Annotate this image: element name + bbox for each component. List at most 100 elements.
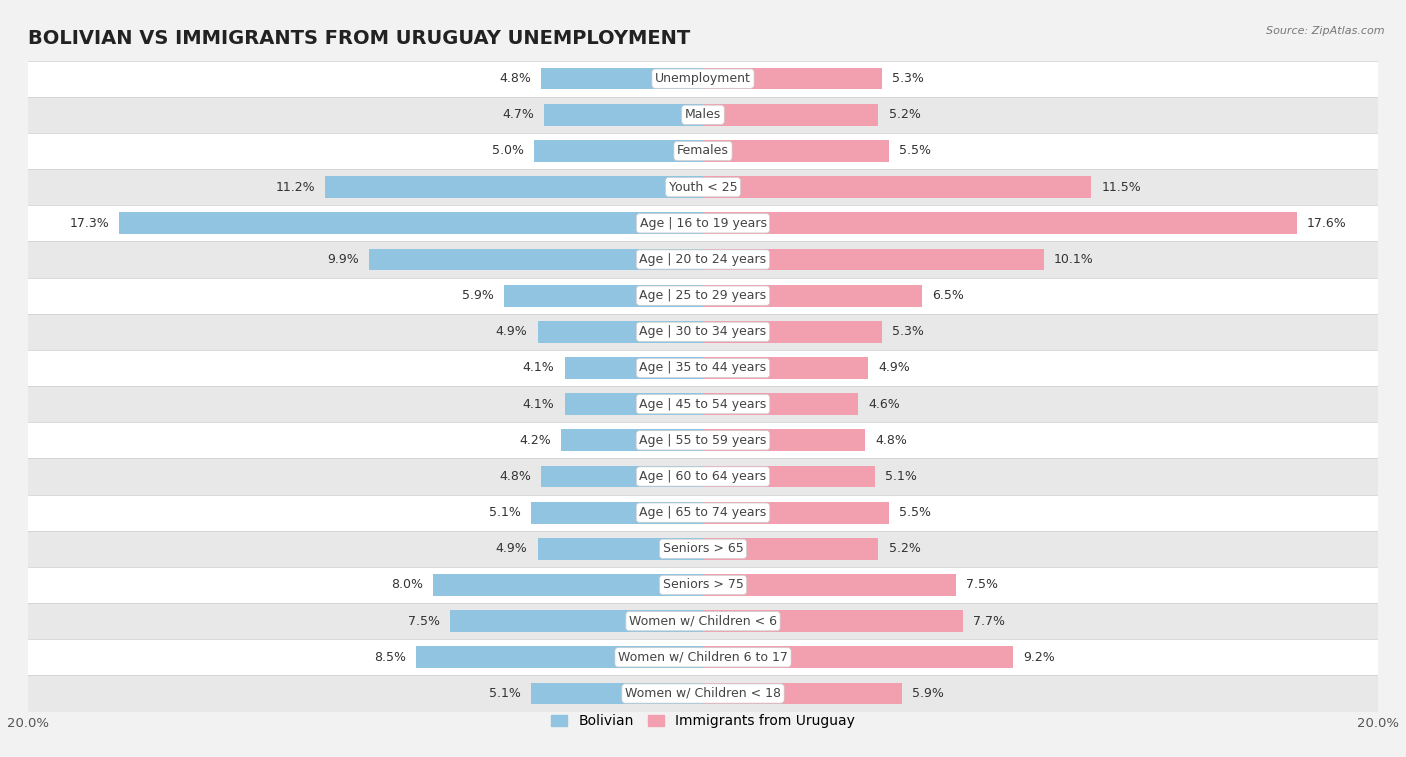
- Bar: [28, 241, 1378, 278]
- Text: 7.5%: 7.5%: [408, 615, 440, 628]
- Bar: [703, 213, 1296, 234]
- Text: 8.0%: 8.0%: [391, 578, 423, 591]
- Text: 4.9%: 4.9%: [496, 326, 527, 338]
- Text: Age | 60 to 64 years: Age | 60 to 64 years: [640, 470, 766, 483]
- Text: 4.1%: 4.1%: [523, 397, 554, 410]
- Bar: [534, 140, 703, 162]
- Text: 5.5%: 5.5%: [898, 506, 931, 519]
- Bar: [28, 278, 1378, 313]
- Bar: [703, 248, 1043, 270]
- Text: Youth < 25: Youth < 25: [669, 181, 737, 194]
- Bar: [703, 321, 882, 343]
- Bar: [703, 429, 865, 451]
- Text: 4.8%: 4.8%: [499, 470, 531, 483]
- Bar: [120, 213, 703, 234]
- Text: Age | 16 to 19 years: Age | 16 to 19 years: [640, 217, 766, 230]
- Text: 17.3%: 17.3%: [69, 217, 110, 230]
- Text: Unemployment: Unemployment: [655, 72, 751, 85]
- Text: Age | 20 to 24 years: Age | 20 to 24 years: [640, 253, 766, 266]
- Text: 10.1%: 10.1%: [1054, 253, 1094, 266]
- Text: 11.5%: 11.5%: [1101, 181, 1140, 194]
- Text: Females: Females: [678, 145, 728, 157]
- Text: 17.6%: 17.6%: [1308, 217, 1347, 230]
- Text: Age | 45 to 54 years: Age | 45 to 54 years: [640, 397, 766, 410]
- Text: Age | 25 to 29 years: Age | 25 to 29 years: [640, 289, 766, 302]
- Text: Seniors > 75: Seniors > 75: [662, 578, 744, 591]
- Bar: [703, 357, 869, 378]
- Bar: [565, 394, 703, 415]
- Text: Age | 35 to 44 years: Age | 35 to 44 years: [640, 362, 766, 375]
- Bar: [565, 357, 703, 378]
- Text: 5.2%: 5.2%: [889, 542, 921, 556]
- Bar: [28, 313, 1378, 350]
- Text: 4.9%: 4.9%: [879, 362, 910, 375]
- Bar: [28, 133, 1378, 169]
- Bar: [703, 646, 1014, 668]
- Bar: [28, 494, 1378, 531]
- Text: BOLIVIAN VS IMMIGRANTS FROM URUGUAY UNEMPLOYMENT: BOLIVIAN VS IMMIGRANTS FROM URUGUAY UNEM…: [28, 29, 690, 48]
- Text: 8.5%: 8.5%: [374, 651, 406, 664]
- Bar: [703, 538, 879, 559]
- Text: Women w/ Children < 18: Women w/ Children < 18: [626, 687, 780, 700]
- Bar: [703, 502, 889, 524]
- Bar: [531, 683, 703, 704]
- Text: 7.5%: 7.5%: [966, 578, 998, 591]
- Text: 9.9%: 9.9%: [328, 253, 359, 266]
- Text: 5.1%: 5.1%: [886, 470, 917, 483]
- Text: 4.7%: 4.7%: [502, 108, 534, 121]
- Text: 5.2%: 5.2%: [889, 108, 921, 121]
- Bar: [28, 567, 1378, 603]
- Bar: [703, 140, 889, 162]
- Bar: [703, 466, 875, 488]
- Bar: [416, 646, 703, 668]
- Text: Women w/ Children 6 to 17: Women w/ Children 6 to 17: [619, 651, 787, 664]
- Text: 7.7%: 7.7%: [973, 615, 1005, 628]
- Text: 5.0%: 5.0%: [492, 145, 524, 157]
- Bar: [703, 68, 882, 89]
- Bar: [450, 610, 703, 632]
- Bar: [541, 466, 703, 488]
- Text: Age | 30 to 34 years: Age | 30 to 34 years: [640, 326, 766, 338]
- Bar: [28, 386, 1378, 422]
- Text: 4.1%: 4.1%: [523, 362, 554, 375]
- Bar: [28, 603, 1378, 639]
- Bar: [368, 248, 703, 270]
- Bar: [325, 176, 703, 198]
- Bar: [703, 394, 858, 415]
- Bar: [503, 285, 703, 307]
- Text: 9.2%: 9.2%: [1024, 651, 1056, 664]
- Text: 5.9%: 5.9%: [463, 289, 494, 302]
- Legend: Bolivian, Immigrants from Uruguay: Bolivian, Immigrants from Uruguay: [546, 709, 860, 734]
- Text: Age | 65 to 74 years: Age | 65 to 74 years: [640, 506, 766, 519]
- Bar: [28, 97, 1378, 133]
- Text: Seniors > 65: Seniors > 65: [662, 542, 744, 556]
- Text: Women w/ Children < 6: Women w/ Children < 6: [628, 615, 778, 628]
- Text: 4.8%: 4.8%: [499, 72, 531, 85]
- Bar: [703, 176, 1091, 198]
- Bar: [541, 68, 703, 89]
- Text: 5.3%: 5.3%: [891, 326, 924, 338]
- Bar: [561, 429, 703, 451]
- Text: Age | 55 to 59 years: Age | 55 to 59 years: [640, 434, 766, 447]
- Text: 5.5%: 5.5%: [898, 145, 931, 157]
- Bar: [433, 574, 703, 596]
- Bar: [531, 502, 703, 524]
- Bar: [537, 321, 703, 343]
- Bar: [544, 104, 703, 126]
- Text: Source: ZipAtlas.com: Source: ZipAtlas.com: [1267, 26, 1385, 36]
- Text: 5.3%: 5.3%: [891, 72, 924, 85]
- Bar: [703, 610, 963, 632]
- Bar: [28, 459, 1378, 494]
- Bar: [28, 350, 1378, 386]
- Text: 5.1%: 5.1%: [489, 506, 520, 519]
- Text: 6.5%: 6.5%: [932, 289, 965, 302]
- Text: 4.9%: 4.9%: [496, 542, 527, 556]
- Text: 5.9%: 5.9%: [912, 687, 943, 700]
- Bar: [28, 531, 1378, 567]
- Text: 4.2%: 4.2%: [519, 434, 551, 447]
- Bar: [703, 683, 903, 704]
- Bar: [28, 675, 1378, 712]
- Text: 11.2%: 11.2%: [276, 181, 315, 194]
- Bar: [703, 104, 879, 126]
- Bar: [537, 538, 703, 559]
